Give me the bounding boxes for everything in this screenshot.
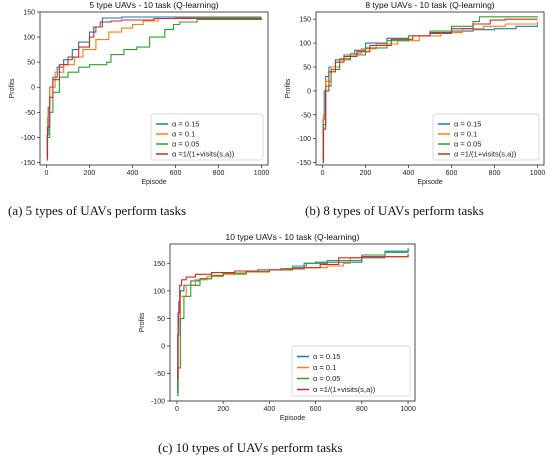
y-tick-label: 50	[303, 64, 311, 71]
series-line-3	[322, 18, 538, 164]
y-tick-label: -50	[155, 371, 165, 378]
x-tick-label: 1000	[254, 170, 270, 177]
y-tick-label: -100	[297, 136, 311, 143]
y-tick-label: 0	[31, 85, 35, 92]
legend: α = 0.15 α = 0.1 α = 0.05 α =1/(1+visits(s,…	[291, 345, 411, 397]
legend-label-2: α = 0.05	[454, 140, 481, 149]
legend-label-3: α =1/(1+visits(s,a))	[454, 150, 517, 159]
y-tick-label: -100	[21, 135, 35, 142]
x-tick-label: 200	[360, 170, 372, 177]
series-group	[46, 16, 263, 161]
x-tick-label: 400	[403, 170, 415, 177]
x-tick-label: 600	[310, 406, 322, 413]
x-tick-label: 600	[170, 170, 182, 177]
x-axis-label: Episode	[141, 179, 166, 186]
plot-frame	[315, 11, 545, 166]
y-tick-label: 100	[299, 41, 311, 48]
y-tick-label: 0	[307, 88, 311, 95]
x-tick-label: 200	[84, 170, 96, 177]
y-axis-label: Profits	[9, 78, 16, 98]
series-line-0	[46, 16, 262, 159]
y-tick-label: 100	[23, 35, 35, 42]
x-tick-label: 0	[175, 406, 179, 413]
chart-5-type-uavs: 5 type UAVs - 10 task (Q-learning) 0 200 40…	[9, 0, 270, 186]
x-tick-label: 0	[320, 170, 324, 177]
y-tick-label: -100	[151, 399, 165, 406]
legend: α = 0.15α = 0.1α = 0.05α =1/(1+visits(s,…	[150, 113, 264, 161]
y-tick-label: 50	[27, 60, 35, 67]
x-tick-label: 1000	[400, 406, 416, 413]
series-line-3	[176, 253, 409, 380]
legend-label-3: α =1/(1+visits(s,a))	[172, 150, 235, 159]
y-tick-label: 0	[161, 343, 165, 350]
y-tick-label: 150	[299, 17, 311, 24]
legend: α = 0.15α = 0.1α = 0.05α =1/(1+visits(s,…	[432, 113, 540, 161]
chart-panel-b: 8 type UAVs - 10 task (Q-learning) 0 200 40…	[278, 0, 550, 200]
chart-title: 5 type UAVs - 10 task (Q-learning)	[89, 0, 218, 10]
x-axis-label: Episode	[417, 179, 442, 186]
x-tick-label: 400	[264, 406, 276, 413]
x-tick-label: 1000	[530, 170, 546, 177]
chart-panel-a: 5 type UAVs - 10 task (Q-learning) 0 200 40…	[0, 0, 275, 200]
series-line-3	[46, 17, 262, 161]
legend-box	[291, 345, 411, 397]
caption-c: (c) 10 types of UAVs perform tasks	[158, 440, 343, 455]
chart-panel-c: 10 type UAVs - 10 task (Q-learning) 0 200 4…	[130, 229, 420, 434]
y-tick-label: 100	[153, 288, 165, 295]
chart-10-type-uavs: 10 type UAVs - 10 task (Q-learning) 0 200 4…	[139, 232, 416, 422]
legend-label-0: α = 0.15	[172, 120, 199, 129]
x-tick-label: 400	[127, 170, 139, 177]
y-axis-label: Profits	[285, 78, 292, 98]
caption-a: (a) 5 types of UAVs perform tasks	[8, 203, 187, 218]
y-tick-label: 50	[157, 316, 165, 323]
chart-8-type-uavs: 8 type UAVs - 10 task (Q-learning) 0 200 40…	[285, 0, 546, 186]
legend-label-2: α = 0.05	[172, 140, 199, 149]
legend-label-0: α = 0.15	[454, 120, 481, 129]
legend-box	[432, 113, 540, 161]
y-tick-label: -50	[25, 110, 35, 117]
plot-frame	[39, 11, 269, 166]
x-tick-label: 800	[356, 406, 368, 413]
caption-b: (b) 8 types of UAVs perform tasks	[305, 203, 484, 218]
series-line-2	[176, 249, 409, 397]
legend-label-2: α = 0.05	[313, 374, 340, 383]
x-tick-label: 0	[44, 170, 48, 177]
x-tick-label: 200	[217, 406, 229, 413]
series-group	[176, 247, 409, 397]
chart-title: 8 type UAVs - 10 task (Q-learning)	[365, 0, 494, 10]
plot-frame	[169, 243, 416, 402]
y-tick-label: -150	[297, 160, 311, 167]
y-tick-label: -150	[21, 160, 35, 167]
legend-label-1: α = 0.1	[172, 130, 195, 139]
series-group	[322, 16, 539, 164]
legend-label-1: α = 0.1	[313, 363, 336, 372]
legend-box	[150, 113, 264, 161]
legend-label-0: α = 0.15	[313, 352, 340, 361]
chart-title: 10 type UAVs - 10 task (Q-learning)	[225, 232, 359, 242]
x-tick-label: 800	[213, 170, 225, 177]
x-axis-label: Episode	[280, 415, 305, 422]
legend-label-1: α = 0.1	[454, 130, 477, 139]
y-tick-label: -50	[301, 112, 311, 119]
x-tick-label: 600	[446, 170, 458, 177]
y-axis-label: Profits	[139, 312, 146, 332]
y-tick-label: 150	[153, 261, 165, 268]
y-tick-label: 150	[23, 10, 35, 17]
legend-label-3: α =1/(1+visits(s,a))	[313, 385, 376, 394]
x-tick-label: 800	[489, 170, 501, 177]
